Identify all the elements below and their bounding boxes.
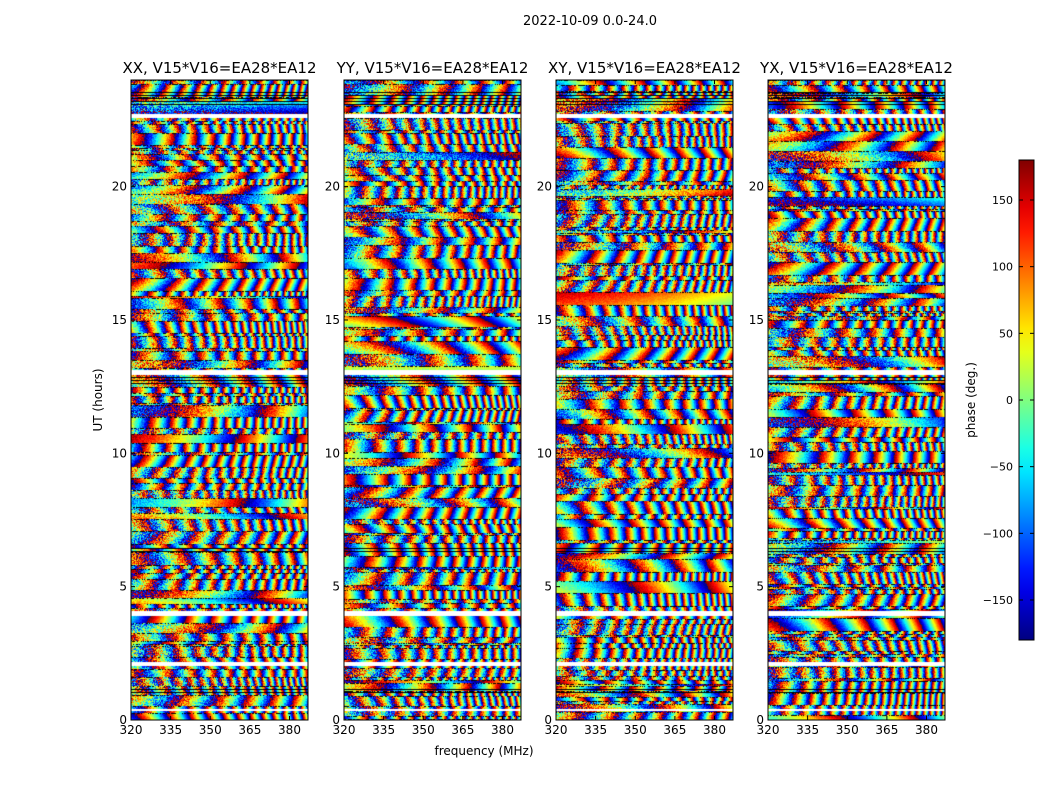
- x-tick-label: 320: [120, 723, 143, 737]
- x-tick-label: 365: [451, 723, 474, 737]
- x-tick-label: 350: [624, 723, 647, 737]
- colorbar-label: phase (deg.): [964, 362, 978, 438]
- y-axis-label: UT (hours): [91, 368, 105, 431]
- y-tick-label: 20: [112, 180, 127, 194]
- panel-frame: [343, 79, 522, 721]
- panel-frame: [130, 79, 309, 721]
- y-tick-label: 15: [537, 313, 552, 327]
- x-tick-label: 380: [491, 723, 514, 737]
- y-tick-label: 15: [112, 313, 127, 327]
- x-tick-label: 350: [199, 723, 222, 737]
- colorbar-tick-label: −50: [990, 461, 1013, 474]
- figure-suptitle: 2022-10-09 0.0-24.0: [523, 14, 657, 29]
- x-tick-label: 380: [915, 723, 938, 737]
- y-tick-label: 0: [119, 713, 127, 727]
- panel-title: XX, V15*V16=EA28*EA12: [122, 59, 316, 77]
- x-tick-label: 350: [836, 723, 859, 737]
- panel-title: YX, V15*V16=EA28*EA12: [759, 59, 953, 77]
- y-tick-label: 10: [325, 446, 340, 460]
- colorbar-tick-label: −150: [983, 594, 1013, 607]
- y-tick-label: 5: [119, 580, 127, 594]
- x-tick-label: 335: [372, 723, 395, 737]
- y-tick-label: 15: [325, 313, 340, 327]
- x-tick-label: 350: [412, 723, 435, 737]
- x-tick-label: 320: [545, 723, 568, 737]
- colorbar-tick-label: −100: [983, 527, 1013, 540]
- x-axis-label: frequency (MHz): [434, 744, 533, 758]
- phase-heatmap: [344, 80, 521, 720]
- phase-heatmap: [768, 80, 945, 720]
- y-tick-label: 5: [756, 580, 764, 594]
- panel-title: XY, V15*V16=EA28*EA12: [548, 59, 741, 77]
- x-tick-label: 335: [584, 723, 607, 737]
- colorbar-tick-label: 150: [992, 194, 1013, 207]
- y-tick-label: 20: [749, 180, 764, 194]
- y-tick-label: 0: [544, 713, 552, 727]
- panel-frame: [767, 79, 946, 721]
- y-tick-label: 10: [749, 446, 764, 460]
- y-tick-label: 20: [325, 180, 340, 194]
- colorbar-tick-label: 50: [999, 327, 1013, 340]
- x-tick-label: 365: [238, 723, 261, 737]
- y-tick-label: 10: [112, 446, 127, 460]
- y-tick-label: 0: [756, 713, 764, 727]
- x-tick-label: 380: [703, 723, 726, 737]
- y-tick-label: 5: [332, 580, 340, 594]
- x-tick-label: 335: [159, 723, 182, 737]
- x-tick-label: 320: [333, 723, 356, 737]
- x-tick-label: 335: [796, 723, 819, 737]
- y-tick-label: 5: [544, 580, 552, 594]
- colorbar-tick-label: 100: [992, 261, 1013, 274]
- y-tick-label: 0: [332, 713, 340, 727]
- y-tick-label: 15: [749, 313, 764, 327]
- x-tick-label: 365: [663, 723, 686, 737]
- y-tick-label: 20: [537, 180, 552, 194]
- x-tick-label: 380: [278, 723, 301, 737]
- x-tick-label: 365: [875, 723, 898, 737]
- x-tick-label: 320: [757, 723, 780, 737]
- panel-title: YY, V15*V16=EA28*EA12: [336, 59, 529, 77]
- colorbar-tick-label: 0: [1006, 394, 1013, 407]
- panel-frame: [555, 79, 734, 721]
- y-tick-label: 10: [537, 446, 552, 460]
- phase-heatmap: [131, 80, 308, 720]
- phase-heatmap: [556, 80, 733, 720]
